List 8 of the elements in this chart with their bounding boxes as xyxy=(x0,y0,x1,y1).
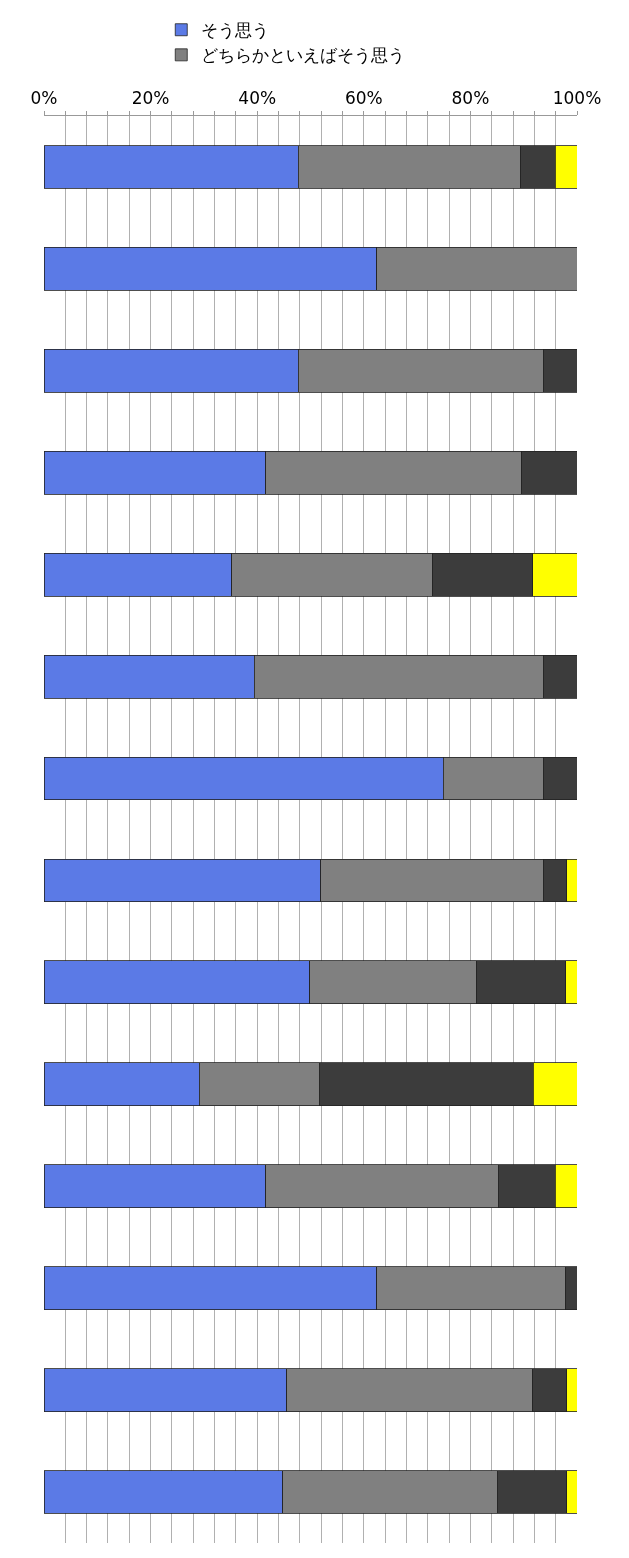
x-tick-label: 80% xyxy=(451,88,490,109)
x-tick-label: 20% xyxy=(131,88,170,109)
legend-label: そう思う xyxy=(201,20,270,41)
x-tick-label: 0% xyxy=(30,88,58,109)
x-tick-label: 100% xyxy=(552,88,602,109)
legend-label: どちらかといえばそう思う xyxy=(201,45,406,66)
x-tick-label: 60% xyxy=(344,88,383,109)
x-tick-label: 40% xyxy=(238,88,277,109)
